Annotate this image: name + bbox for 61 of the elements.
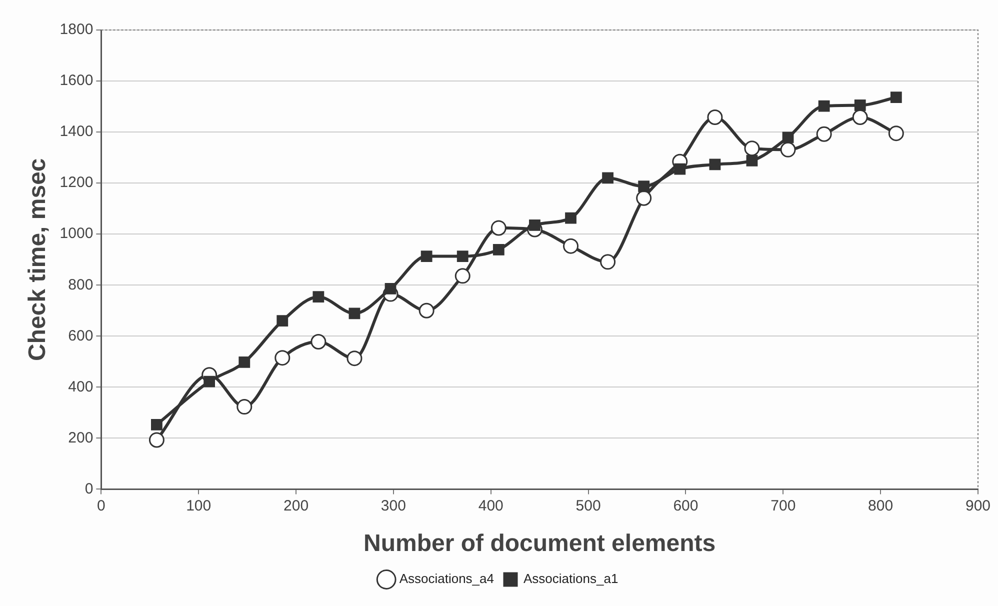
x-tick-label: 700 bbox=[770, 497, 796, 514]
point bbox=[276, 315, 288, 327]
point bbox=[204, 376, 216, 388]
x-tick-label: 0 bbox=[96, 497, 106, 514]
y-tick-label: 1600 bbox=[60, 72, 94, 90]
point bbox=[674, 163, 686, 175]
legend-label: Associations_a4 bbox=[399, 571, 494, 586]
point bbox=[236, 399, 252, 415]
x-tick-label: 800 bbox=[868, 497, 894, 514]
y-tick-label: 0 bbox=[84, 480, 94, 498]
y-tick-label: 1400 bbox=[60, 123, 94, 140]
x-tick-label: 600 bbox=[673, 497, 698, 514]
point bbox=[310, 334, 326, 350]
y-tick-label: 1200 bbox=[60, 174, 94, 192]
point bbox=[890, 92, 902, 104]
point bbox=[565, 212, 576, 224]
point bbox=[636, 190, 652, 206]
point bbox=[746, 154, 758, 166]
x-axis-title: Number of document elements bbox=[364, 530, 716, 558]
point bbox=[563, 238, 579, 254]
point bbox=[709, 158, 721, 170]
point bbox=[148, 432, 164, 448]
point bbox=[707, 110, 723, 125]
x-tick-label: 500 bbox=[576, 497, 601, 514]
point bbox=[888, 126, 904, 142]
point bbox=[238, 356, 250, 368]
point bbox=[744, 140, 760, 156]
x-tick-label: 200 bbox=[284, 497, 309, 514]
point bbox=[348, 308, 360, 320]
point bbox=[854, 100, 866, 111]
point bbox=[456, 250, 468, 262]
x-tick-label: 900 bbox=[965, 497, 991, 514]
point bbox=[492, 244, 504, 256]
point bbox=[852, 110, 868, 125]
point bbox=[151, 418, 162, 430]
point bbox=[600, 254, 616, 270]
point bbox=[490, 220, 506, 236]
point bbox=[384, 282, 396, 294]
legend-label: Associations_a1 bbox=[524, 571, 618, 586]
y-tick-label: 200 bbox=[68, 429, 94, 446]
point bbox=[782, 132, 794, 144]
y-tick-label: 1800 bbox=[60, 21, 94, 38]
y-tick-label: 600 bbox=[68, 327, 94, 344]
point bbox=[312, 291, 324, 303]
y-axis-title: Check time, msec bbox=[24, 158, 52, 361]
point bbox=[420, 250, 432, 262]
point bbox=[816, 126, 832, 142]
y-tick-label: 400 bbox=[68, 378, 94, 396]
x-tick-label: 100 bbox=[186, 497, 212, 514]
point bbox=[454, 268, 470, 284]
x-tick-label: 400 bbox=[478, 497, 504, 514]
point bbox=[780, 142, 796, 158]
point bbox=[418, 302, 434, 318]
point bbox=[346, 350, 362, 366]
x-tick-label: 300 bbox=[380, 497, 406, 514]
point bbox=[274, 350, 290, 366]
y-tick-label: 800 bbox=[68, 276, 94, 294]
point bbox=[818, 100, 830, 112]
point bbox=[638, 180, 650, 192]
y-tick-label: 1000 bbox=[60, 225, 94, 242]
point bbox=[602, 172, 614, 184]
